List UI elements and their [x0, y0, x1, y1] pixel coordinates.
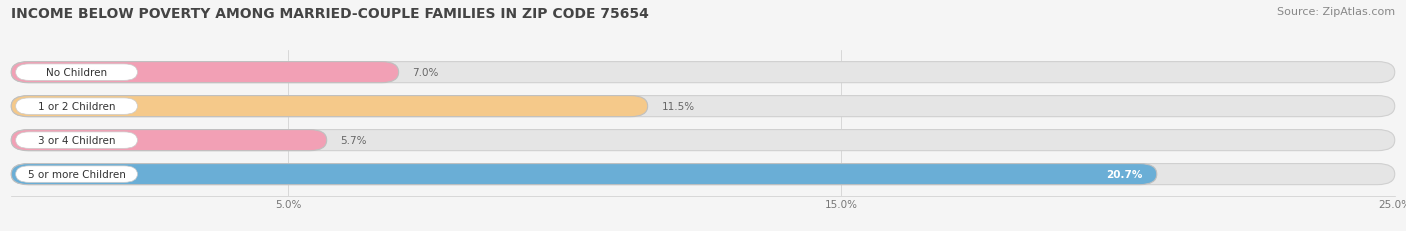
FancyBboxPatch shape — [11, 62, 399, 83]
FancyBboxPatch shape — [11, 164, 1157, 185]
Text: 7.0%: 7.0% — [412, 68, 439, 78]
FancyBboxPatch shape — [15, 98, 138, 115]
Text: 11.5%: 11.5% — [661, 102, 695, 112]
Text: 5.7%: 5.7% — [340, 136, 367, 146]
FancyBboxPatch shape — [15, 132, 138, 149]
Text: Source: ZipAtlas.com: Source: ZipAtlas.com — [1277, 7, 1395, 17]
FancyBboxPatch shape — [11, 62, 1395, 83]
Text: 3 or 4 Children: 3 or 4 Children — [38, 136, 115, 146]
FancyBboxPatch shape — [15, 166, 138, 182]
Text: No Children: No Children — [46, 68, 107, 78]
FancyBboxPatch shape — [11, 96, 1395, 117]
Text: INCOME BELOW POVERTY AMONG MARRIED-COUPLE FAMILIES IN ZIP CODE 75654: INCOME BELOW POVERTY AMONG MARRIED-COUPL… — [11, 7, 650, 21]
FancyBboxPatch shape — [11, 130, 326, 151]
Text: 5 or more Children: 5 or more Children — [28, 169, 125, 179]
FancyBboxPatch shape — [15, 65, 138, 81]
FancyBboxPatch shape — [11, 164, 1395, 185]
Text: 1 or 2 Children: 1 or 2 Children — [38, 102, 115, 112]
FancyBboxPatch shape — [11, 130, 1395, 151]
FancyBboxPatch shape — [11, 96, 648, 117]
Text: 20.7%: 20.7% — [1107, 169, 1143, 179]
